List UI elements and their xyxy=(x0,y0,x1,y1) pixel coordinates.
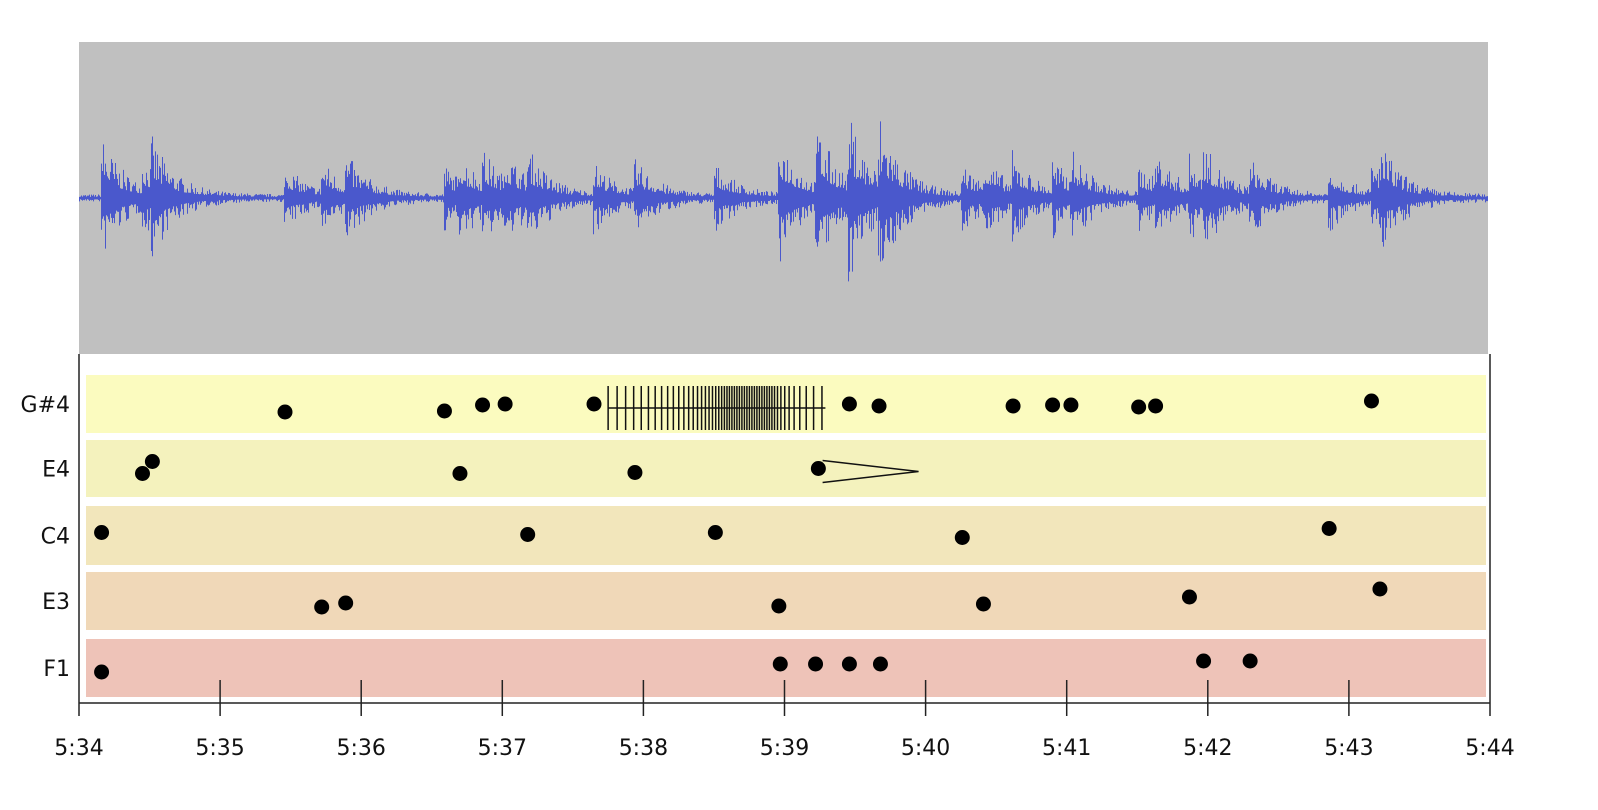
lane-gsharp4 xyxy=(86,375,1486,433)
onset-dot xyxy=(338,595,354,611)
onset-dot xyxy=(1321,521,1337,536)
onset-dot xyxy=(314,599,330,615)
onset-dot xyxy=(841,656,857,672)
x-tick-label: 5:35 xyxy=(195,736,244,761)
onset-dot xyxy=(1063,397,1079,413)
decrescendo-hairpin xyxy=(822,459,919,484)
lane-e3 xyxy=(86,572,1486,630)
onset-dot xyxy=(436,403,452,419)
onset-dot xyxy=(975,596,991,612)
onset-dot xyxy=(707,525,723,540)
lane-label: G#4 xyxy=(21,393,70,418)
x-tick-label: 5:39 xyxy=(760,736,809,761)
onset-dot xyxy=(1181,589,1197,605)
onset-dot xyxy=(475,397,491,413)
onset-dot xyxy=(452,466,468,481)
onset-dot xyxy=(1372,581,1388,597)
onset-dot xyxy=(1363,393,1379,409)
lane-c4 xyxy=(86,506,1486,565)
lanes: G#4 E4 C4 E3 F1 xyxy=(21,375,1486,697)
onset-dot xyxy=(871,398,887,414)
onset-dot xyxy=(1005,398,1021,414)
x-tick-label: 5:34 xyxy=(54,736,103,761)
marks xyxy=(94,386,1388,680)
x-tick-label: 5:42 xyxy=(1183,736,1232,761)
waveform-panel xyxy=(79,42,1488,354)
onset-dot xyxy=(841,396,857,412)
waveform xyxy=(79,121,1488,282)
onset-dot xyxy=(771,598,787,614)
onset-dot xyxy=(94,664,110,680)
lane-e4 xyxy=(86,440,1486,497)
onset-dot xyxy=(1131,399,1147,415)
onset-dot xyxy=(277,404,293,420)
onset-dot xyxy=(586,396,602,412)
x-tick-label: 5:41 xyxy=(1042,736,1091,761)
onset-dot xyxy=(497,396,513,412)
onset-dot xyxy=(810,461,826,476)
onset-dot xyxy=(144,454,160,469)
x-tick-label: 5:37 xyxy=(478,736,527,761)
onset-dot xyxy=(772,656,788,672)
onset-dot xyxy=(94,525,110,540)
onset-dot xyxy=(808,656,824,672)
onset-dot xyxy=(1045,397,1061,413)
onset-dot xyxy=(1242,653,1258,669)
x-tick-label: 5:36 xyxy=(336,736,385,761)
x-tick-label: 5:40 xyxy=(901,736,950,761)
lane-label: E3 xyxy=(42,590,70,615)
x-tick-label: 5:44 xyxy=(1465,736,1514,761)
onset-dot xyxy=(1196,653,1212,669)
onset-dot xyxy=(520,527,536,542)
onset-dot xyxy=(954,530,970,545)
onset-dot xyxy=(1148,398,1164,414)
x-tick-label: 5:43 xyxy=(1324,736,1373,761)
x-axis: 5:34 5:35 5:36 5:37 5:38 5:39 5:40 5:41 5:42 5:43… xyxy=(54,354,1515,761)
lane-label: E4 xyxy=(42,458,70,483)
lane-label: F1 xyxy=(43,657,70,682)
onset-dot xyxy=(627,465,643,480)
x-tick-label: 5:38 xyxy=(619,736,668,761)
onset-dot xyxy=(872,656,888,672)
onset-dot xyxy=(134,466,150,481)
lane-label: C4 xyxy=(41,525,70,550)
